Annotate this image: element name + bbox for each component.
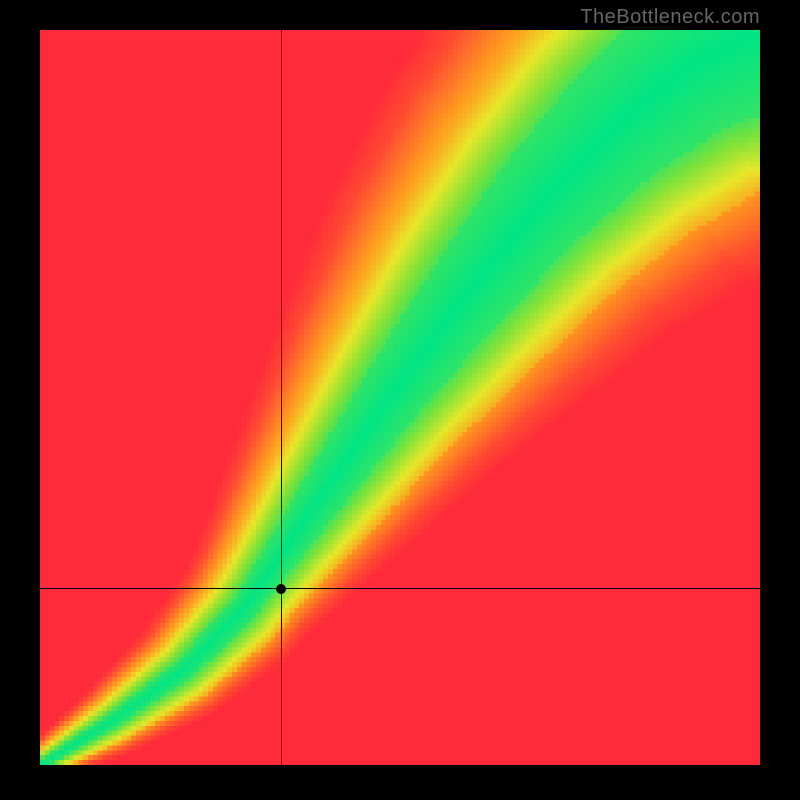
crosshair-vertical-line	[281, 30, 282, 765]
bottleneck-heatmap	[40, 30, 760, 765]
crosshair-horizontal-line	[40, 588, 760, 589]
watermark-text: TheBottleneck.com	[580, 6, 760, 29]
heatmap-plot-area	[40, 30, 760, 765]
marker-dot	[276, 584, 286, 594]
